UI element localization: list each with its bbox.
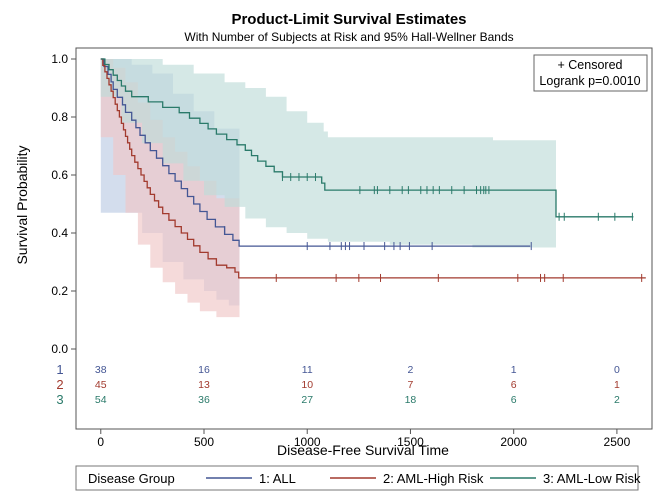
survival-line-group-1 [100,58,531,247]
at-risk-table: 1 38 16 11 2 1 02 45 13 10 7 6 13 54 36 27 18 6 2 [56,362,620,407]
chart-title: Product-Limit Survival Estimates [231,11,466,28]
at-risk-group-label-1: 1 [56,362,63,377]
y-axis: 0.0 0.2 0.4 0.6 0.8 1.0 [51,52,76,356]
x-tick-label-5: 2500 [604,435,631,449]
x-tick-label-4: 2000 [500,435,527,449]
legend-label-3: 3: AML-Low Risk [543,471,641,486]
at-risk-group-label-2: 2 [56,377,63,392]
legend-label-2: 2: AML-High Risk [383,471,484,486]
at-risk-group-label-3: 3 [56,392,63,407]
plot-frame [75,47,653,430]
at-risk-value-3-1: 36 [198,394,210,406]
at-risk-value-1-1: 16 [198,364,210,376]
x-axis: 0 500 1000 1500 2000 2500 [97,429,631,449]
at-risk-value-3-4: 6 [511,394,517,406]
x-tick-label-1: 500 [194,435,214,449]
y-tick-label-0: 0.0 [51,342,68,356]
x-axis-label: Disease-Free Survival Time [277,442,449,458]
y-tick-label-5: 1.0 [51,52,68,66]
censored-legend-label: + Censored [558,58,623,72]
inset-box: + Censored Logrank p=0.0010 [533,54,648,92]
survival-line-group-3 [100,58,634,218]
y-axis-label: Survival Probability [14,145,30,264]
at-risk-value-3-0: 54 [95,394,107,406]
at-risk-value-2-3: 7 [408,379,414,391]
at-risk-value-3-2: 27 [301,394,313,406]
at-risk-value-2-2: 10 [301,379,313,391]
legend-label-1: 1: ALL [259,471,296,486]
at-risk-value-2-1: 13 [198,379,210,391]
at-risk-value-2-5: 1 [614,379,620,391]
chart-subtitle: With Number of Subjects at Risk and 95% … [184,30,513,44]
x-tick-label-3: 1500 [397,435,424,449]
legend-title: Disease Group [88,471,175,486]
logrank-label: Logrank p=0.0010 [539,74,640,88]
y-tick-label-2: 0.4 [51,226,68,240]
x-tick-label-2: 1000 [294,435,321,449]
survival-line-group-2 [100,58,646,279]
y-tick-label-1: 0.2 [51,284,68,298]
at-risk-value-1-3: 2 [408,364,414,376]
at-risk-value-1-0: 38 [95,364,107,376]
at-risk-value-2-0: 45 [95,379,107,391]
y-tick-label-4: 0.8 [51,110,68,124]
at-risk-value-2-4: 6 [511,379,517,391]
censored-marks [224,173,643,282]
at-risk-value-3-5: 2 [614,394,620,406]
band-group-3 [100,59,557,251]
survival-curves [100,58,646,279]
at-risk-value-1-4: 1 [511,364,517,376]
y-tick-label-3: 0.6 [51,168,68,182]
x-tick-label-0: 0 [97,435,104,449]
at-risk-value-3-3: 18 [405,394,417,406]
at-risk-value-1-5: 0 [614,364,620,376]
at-risk-value-1-2: 11 [302,364,313,376]
legend: Disease Group 1: ALL 2: AML-High Risk 3: A… [75,465,641,491]
